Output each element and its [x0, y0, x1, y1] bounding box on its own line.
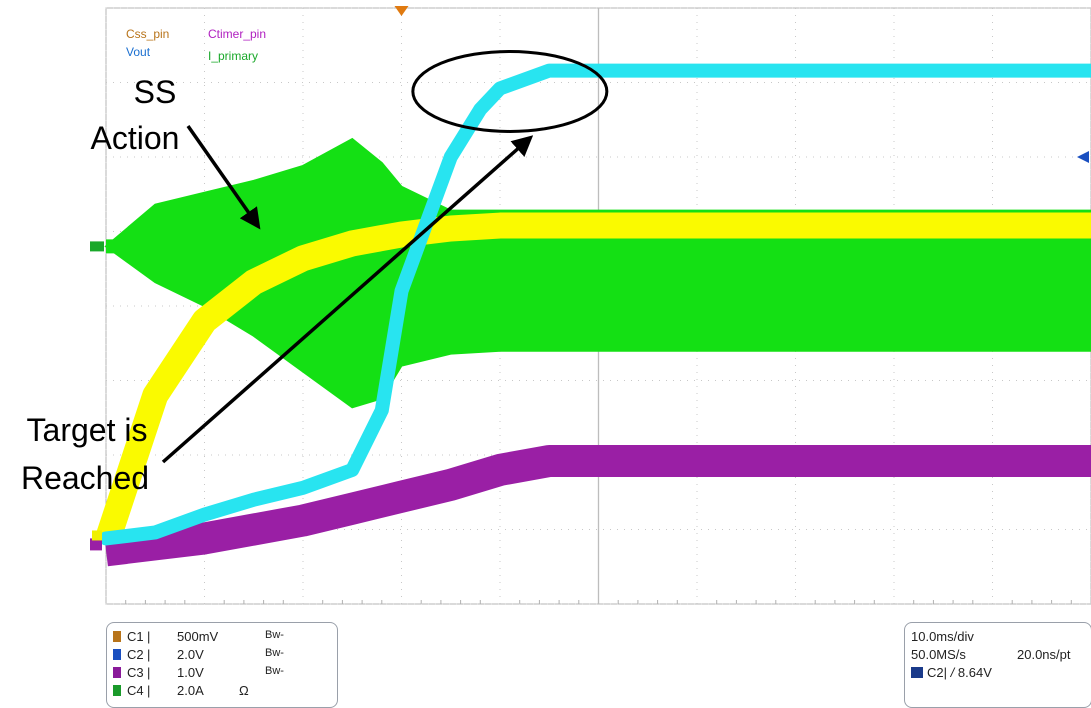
time-per-div: 10.0ms/div — [911, 629, 974, 644]
trigger-level: 8.64V — [957, 665, 992, 680]
ss-action-arrow — [186, 124, 261, 230]
legend-css-pin: Css_pin — [126, 27, 170, 41]
channel-color-swatch — [113, 685, 121, 696]
channel-4-marker — [90, 241, 104, 252]
trigger-row: C2| / 8.64V — [911, 665, 992, 680]
channel-scale: 2.0A — [177, 683, 204, 698]
legend-ctimer-pin: Ctimer_pin — [208, 27, 267, 41]
legend-i-primary: I_primary — [208, 49, 259, 63]
series-yellow-trace — [93, 212, 1091, 549]
series-ctimer-pin — [104, 444, 1091, 567]
target-reached-arrow — [161, 135, 534, 464]
legend-vout: Vout — [126, 45, 151, 59]
channel-bandwidth: Bw- — [265, 629, 284, 641]
channel-termination: Ω — [239, 683, 249, 698]
annotation-ss-line2: Action — [90, 120, 180, 156]
sample-rate: 50.0MS/s — [911, 647, 966, 662]
series-vout — [99, 63, 1091, 546]
channel-scale: 500mV — [177, 629, 219, 644]
channel-bandwidth: Bw- — [265, 665, 284, 677]
channel-settings-panel: C1 | 500mV Bw- C2 | 2.0V Bw- C3 | 1.0V Bw- … — [106, 622, 338, 708]
target-circle — [411, 49, 609, 133]
channel-id: C4 — [127, 683, 144, 698]
channel-markers — [90, 6, 1089, 551]
annotation-target-line2: Reached — [20, 460, 150, 496]
channel-3-marker — [90, 538, 102, 551]
annotation-ss-line1: SS — [133, 74, 177, 110]
channel-color-swatch — [113, 667, 121, 678]
record-resolution: 20.0ns/pt — [1017, 647, 1071, 662]
channel-row: C3 | 1.0V Bw- — [113, 665, 284, 680]
timebase-panel: 10.0ms/div 50.0MS/s 20.0ns/pt C2| / 8.64… — [904, 622, 1091, 708]
channel-row: C2 | 2.0V Bw- — [113, 647, 284, 662]
channel-scale: 1.0V — [177, 665, 204, 680]
annotation-arrows — [161, 49, 609, 464]
annotation-target-line1: Target is — [26, 412, 148, 448]
trigger-level-marker — [1077, 151, 1089, 163]
channel-1-marker — [92, 530, 102, 541]
trigger-channel: C2 — [927, 665, 944, 680]
trigger-slope-icon: / — [950, 665, 955, 680]
channel-color-swatch — [113, 631, 121, 642]
channel-color-swatch — [113, 649, 121, 660]
channel-id: C1 — [127, 629, 144, 644]
trigger-position-marker — [394, 6, 409, 16]
channel-row: C4 | 2.0A Ω — [113, 683, 249, 698]
trigger-channel-swatch — [911, 667, 923, 678]
channel-id: C2 — [127, 647, 144, 662]
channel-id: C3 — [127, 665, 144, 680]
sample-rate-row: 50.0MS/s 20.0ns/pt — [911, 647, 1071, 662]
series-i-primary — [104, 137, 1091, 409]
channel-bandwidth: Bw- — [265, 647, 284, 659]
channel-scale: 2.0V — [177, 647, 204, 662]
channel-row: C1 | 500mV Bw- — [113, 629, 284, 644]
waveform-traces — [93, 63, 1091, 567]
